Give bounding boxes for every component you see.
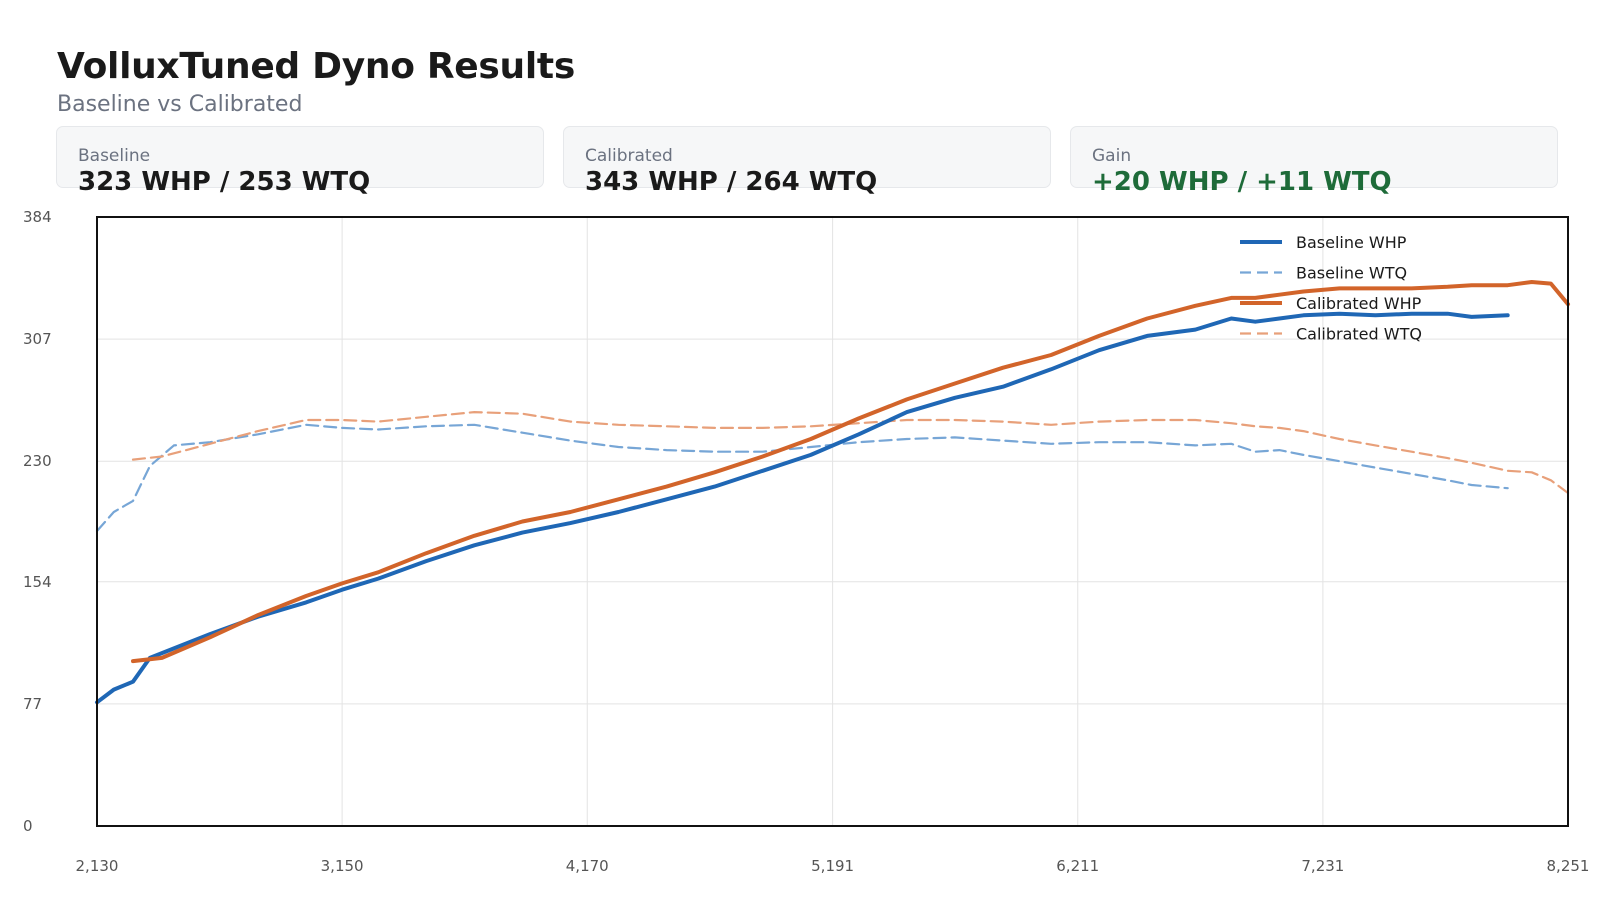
y-tick-label: 0 xyxy=(23,817,33,835)
legend-label-baseline-wtq: Baseline WTQ xyxy=(1296,264,1407,283)
x-tick-label: 5,191 xyxy=(811,857,854,875)
calibrated-wtq-line xyxy=(131,411,1570,495)
baseline-card-value: 323 WHP / 253 WTQ xyxy=(78,167,371,197)
legend-label-calibrated-wtq: Calibrated WTQ xyxy=(1296,325,1422,344)
x-tick-label: 3,150 xyxy=(321,857,364,875)
baseline-card-label: Baseline xyxy=(78,146,151,166)
gain-card-label: Gain xyxy=(1092,146,1132,166)
gain-card-value: +20 WHP / +11 WTQ xyxy=(1092,167,1392,197)
chart-legend: Baseline WHP Baseline WTQ Calibrated WHP Ca… xyxy=(1240,233,1422,344)
baseline-summary-card: Baseline 323 WHP / 253 WTQ xyxy=(56,126,544,197)
page-subtitle: Baseline vs Calibrated xyxy=(57,92,303,117)
x-tick-label: 2,130 xyxy=(76,857,119,875)
baseline-whp-line xyxy=(95,311,1510,705)
y-tick-label: 384 xyxy=(23,208,52,226)
baseline-wtq-line xyxy=(95,423,1509,533)
gain-summary-card: Gain +20 WHP / +11 WTQ xyxy=(1070,126,1558,197)
x-tick-label: 7,231 xyxy=(1301,857,1344,875)
chart-series xyxy=(95,280,1570,705)
x-tick-label: 4,170 xyxy=(566,857,609,875)
calibrated-whp-line xyxy=(131,280,1570,664)
x-tick-label: 6,211 xyxy=(1056,857,1099,875)
calibrated-card-label: Calibrated xyxy=(585,146,673,166)
x-tick-label: 8,251 xyxy=(1547,857,1590,875)
legend-label-calibrated-whp: Calibrated WHP xyxy=(1296,294,1422,313)
calibrated-summary-card: Calibrated 343 WHP / 264 WTQ xyxy=(563,126,1051,197)
y-tick-label: 154 xyxy=(23,573,52,591)
legend-label-baseline-whp: Baseline WHP xyxy=(1296,233,1407,252)
plot-frame xyxy=(96,216,1569,827)
y-tick-label: 230 xyxy=(23,452,52,470)
x-axis-ticks: 2,130 3,150 4,170 5,191 6,211 7,231 8,251 xyxy=(76,857,1590,875)
y-tick-label: 307 xyxy=(23,330,52,348)
calibrated-card-value: 343 WHP / 264 WTQ xyxy=(585,167,878,197)
y-tick-label: 77 xyxy=(23,695,42,713)
y-axis-ticks: 0 77 154 230 307 384 xyxy=(23,208,52,835)
page-title: VolluxTuned Dyno Results xyxy=(57,46,575,87)
